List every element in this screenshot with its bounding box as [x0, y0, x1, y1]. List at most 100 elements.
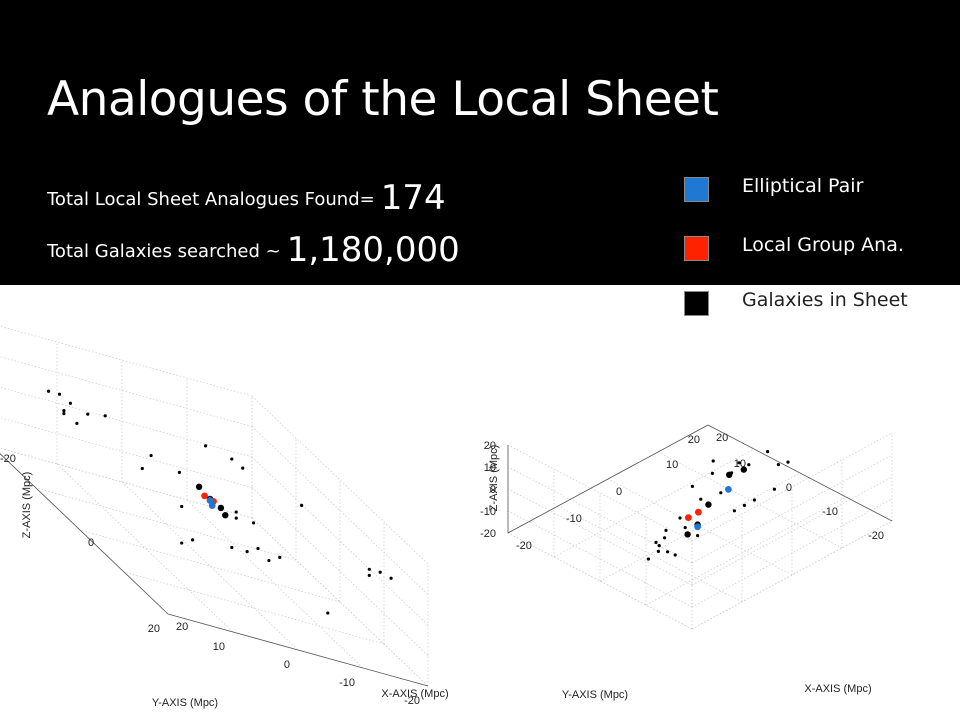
grid-line	[0, 417, 253, 488]
data-point	[208, 502, 216, 509]
x-tick-label: 0	[88, 537, 94, 549]
legend-item-local-group: Local Group Ana.	[684, 234, 954, 266]
x-tick-label: 20	[716, 432, 728, 444]
data-point	[742, 503, 746, 507]
data-point	[766, 450, 770, 454]
data-point	[62, 412, 66, 416]
grid-line	[557, 505, 743, 603]
stat-value: 1,180,000	[286, 230, 460, 270]
data-point	[690, 484, 694, 488]
data-point	[786, 460, 790, 464]
x-tick-label: -10	[566, 513, 582, 525]
grid-line	[553, 448, 755, 558]
slide-title: Analogues of the Local Sheet	[47, 72, 719, 127]
z-tick-label: 20	[484, 440, 496, 452]
grid	[0, 325, 429, 687]
data-point	[180, 504, 184, 509]
data-point	[195, 483, 203, 490]
data-point	[740, 466, 747, 473]
data-point	[222, 512, 229, 519]
header-band	[0, 0, 960, 285]
legend-swatch	[684, 236, 709, 261]
grid-line	[507, 510, 693, 608]
data-point	[389, 576, 393, 580]
data-point	[711, 459, 715, 463]
data-point	[57, 392, 62, 396]
grid-line	[691, 498, 893, 608]
x-axis-label: X-AXIS (Mpc)	[381, 688, 448, 700]
data-point	[737, 461, 741, 465]
data-point	[252, 521, 256, 525]
data-point	[177, 470, 181, 474]
grid-line	[691, 454, 893, 564]
data-point	[696, 534, 700, 538]
legend-label: Local Group Ana.	[742, 234, 904, 256]
y-tick-label: -10	[339, 677, 355, 689]
data-point	[685, 514, 692, 521]
data-point	[326, 611, 330, 615]
y-tick-label: -10	[822, 506, 838, 518]
grid-line	[657, 451, 843, 549]
data-point	[694, 523, 701, 531]
grid-line	[0, 447, 253, 519]
data-point	[234, 510, 238, 514]
axis-line	[0, 453, 169, 615]
data-point	[140, 466, 144, 471]
data-point	[62, 409, 66, 413]
grid-line	[607, 478, 793, 576]
grid-line	[35, 487, 297, 561]
data-point	[241, 466, 245, 470]
stat-analogues-found: Total Local Sheet Analogues Found= 174	[47, 178, 446, 218]
grid-line	[0, 386, 253, 458]
data-point	[47, 389, 51, 393]
stat-label: Total Local Sheet Analogues Found=	[47, 189, 375, 210]
y-tick-label: 20	[688, 434, 700, 446]
data-point	[75, 421, 79, 425]
data-point	[663, 536, 667, 540]
data-point	[657, 544, 661, 548]
data-point	[699, 497, 703, 501]
z-tick-label: -20	[480, 528, 496, 540]
grid-line	[645, 496, 847, 606]
legend-item-elliptical-pair: Elliptical Pair	[684, 175, 954, 207]
data-point	[300, 503, 304, 507]
data-point	[191, 538, 195, 542]
data-point	[256, 546, 260, 551]
grid-line	[599, 472, 801, 582]
data-point	[204, 444, 208, 448]
grid-line	[691, 432, 893, 542]
z-tick-label: 0	[490, 484, 496, 496]
legend-swatch	[684, 177, 709, 202]
grid-line	[507, 444, 693, 542]
z-axis-label: Z-AXIS (Mpc)	[488, 445, 500, 512]
y-axis-label: Y-AXIS (Mpc)	[152, 697, 218, 709]
data-point	[245, 550, 249, 554]
grid-line	[507, 532, 693, 630]
data-point	[732, 509, 736, 513]
data-point	[646, 557, 650, 561]
data-point	[367, 573, 371, 578]
data-point	[705, 501, 712, 508]
data-point	[719, 491, 723, 495]
grid-line	[507, 466, 693, 564]
data-point	[710, 471, 714, 475]
y-tick-label: 0	[284, 659, 290, 671]
data-point	[278, 555, 282, 560]
data-point	[230, 545, 234, 550]
stat-galaxies-searched: Total Galaxies searched ~1,180,000	[47, 230, 460, 270]
data-point	[776, 463, 780, 467]
grid-line	[691, 520, 893, 630]
data-point	[695, 508, 702, 516]
data-point	[747, 463, 751, 467]
scatter-plot-3d-right: 20100-10-20-20-1001020-20-1001020Z-AXIS …	[480, 424, 893, 701]
legend-label: Galaxies in Sheet	[742, 289, 908, 311]
data-point	[103, 414, 107, 418]
data-point	[68, 401, 72, 405]
y-tick-label: -20	[404, 695, 420, 707]
grid-line	[0, 356, 253, 427]
data-point	[673, 553, 677, 557]
grid-line	[56, 463, 234, 633]
z-tick-label: 10	[484, 462, 496, 474]
grid-line	[507, 488, 693, 586]
data-point	[234, 516, 238, 520]
